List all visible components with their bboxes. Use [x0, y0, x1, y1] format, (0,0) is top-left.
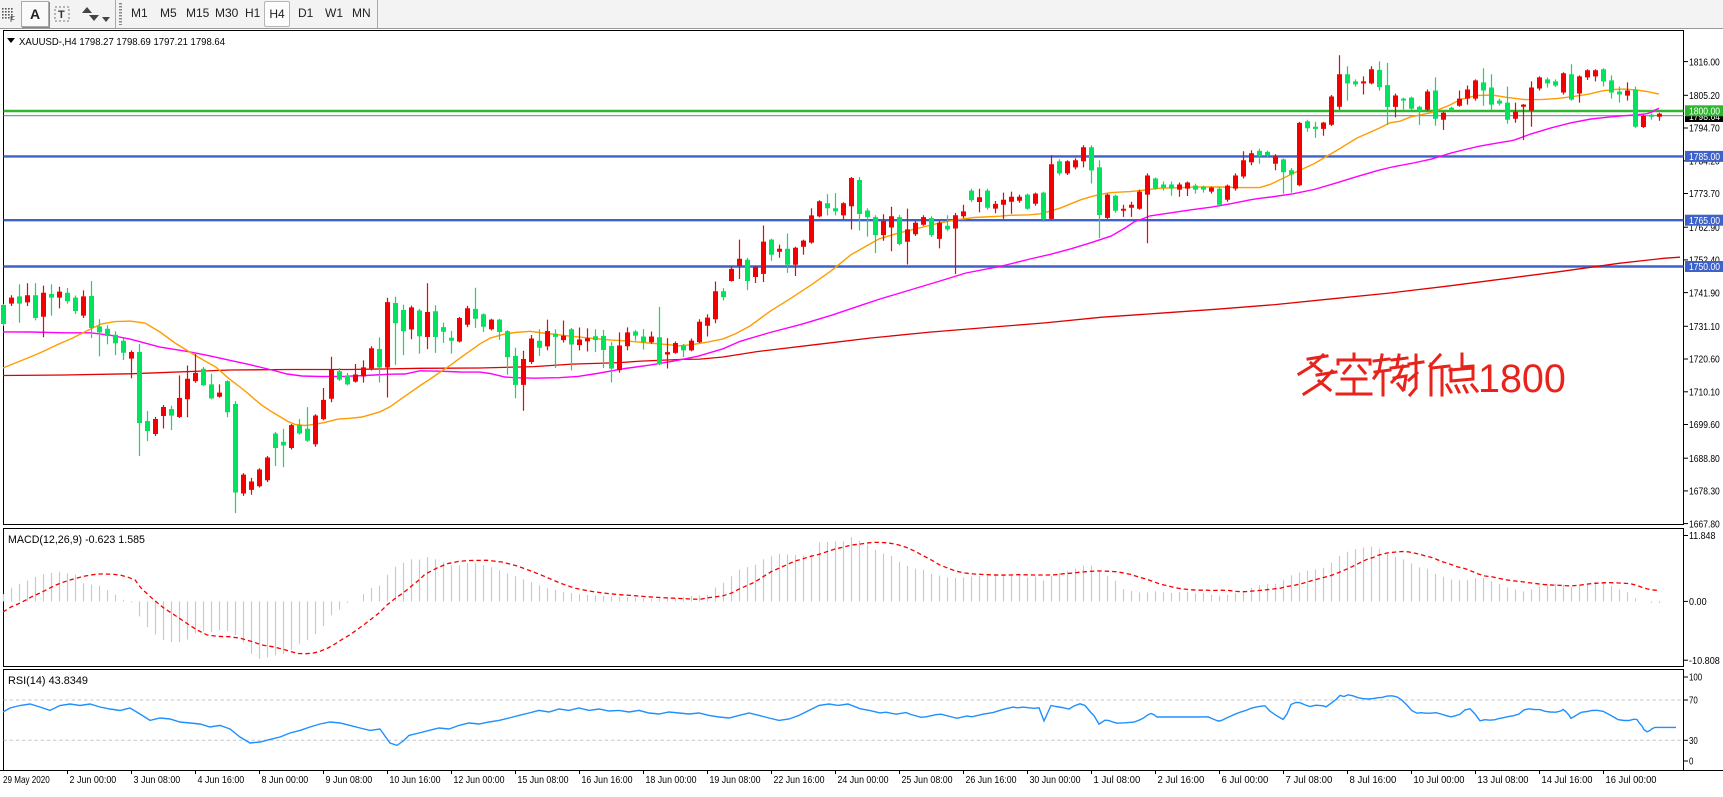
svg-text:1800.00: 1800.00	[1689, 106, 1720, 118]
svg-text:29 May 2020: 29 May 2020	[3, 774, 50, 786]
svg-text:XAUUSD-,H4 1798.27 1798.69 17: XAUUSD-,H4 1798.27 1798.69 1797.21 1798.…	[19, 36, 225, 48]
svg-text:2 Jul 16:00: 2 Jul 16:00	[1158, 774, 1205, 786]
svg-text:1720.60: 1720.60	[1689, 354, 1720, 366]
svg-text:1678.30: 1678.30	[1689, 486, 1720, 498]
svg-text:25 Jun 08:00: 25 Jun 08:00	[902, 774, 953, 786]
svg-text:1800: 1800	[1478, 357, 1566, 401]
svg-text:19 Jun 08:00: 19 Jun 08:00	[710, 774, 761, 786]
svg-text:13 Jul 08:00: 13 Jul 08:00	[1478, 774, 1529, 786]
svg-text:22 Jun 16:00: 22 Jun 16:00	[774, 774, 825, 786]
svg-text:8 Jun 00:00: 8 Jun 00:00	[262, 774, 309, 786]
svg-text:1688.80: 1688.80	[1689, 453, 1720, 465]
svg-text:30 Jun 00:00: 30 Jun 00:00	[1030, 774, 1081, 786]
svg-text:1785.00: 1785.00	[1689, 151, 1720, 163]
svg-text:14 Jul 16:00: 14 Jul 16:00	[1542, 774, 1593, 786]
svg-text:7 Jul 08:00: 7 Jul 08:00	[1286, 774, 1333, 786]
svg-text:1667.80: 1667.80	[1689, 518, 1720, 530]
svg-text:9 Jun 08:00: 9 Jun 08:00	[326, 774, 373, 786]
svg-text:12 Jun 00:00: 12 Jun 00:00	[454, 774, 505, 786]
svg-text:1750.00: 1750.00	[1689, 261, 1720, 273]
svg-text:18 Jun 00:00: 18 Jun 00:00	[646, 774, 697, 786]
svg-text:1 Jul 08:00: 1 Jul 08:00	[1094, 774, 1141, 786]
svg-text:1805.20: 1805.20	[1689, 90, 1720, 102]
svg-text:10 Jun 16:00: 10 Jun 16:00	[390, 774, 441, 786]
svg-text:T: T	[58, 9, 65, 21]
svg-text:1773.70: 1773.70	[1689, 188, 1720, 200]
svg-text:1741.90: 1741.90	[1689, 287, 1720, 299]
svg-text:F: F	[10, 15, 15, 23]
svg-text:11.848: 11.848	[1689, 530, 1716, 542]
svg-text:1710.10: 1710.10	[1689, 387, 1720, 399]
svg-text:-10.808: -10.808	[1689, 655, 1720, 667]
svg-text:0: 0	[1689, 756, 1694, 768]
svg-text:70: 70	[1689, 695, 1698, 707]
svg-text:1794.70: 1794.70	[1689, 123, 1720, 135]
svg-text:16 Jun 16:00: 16 Jun 16:00	[582, 774, 633, 786]
svg-text:16 Jul 00:00: 16 Jul 00:00	[1606, 774, 1657, 786]
svg-text:24 Jun 00:00: 24 Jun 00:00	[838, 774, 889, 786]
svg-text:8 Jul 16:00: 8 Jul 16:00	[1350, 774, 1397, 786]
svg-text:1699.60: 1699.60	[1689, 419, 1720, 431]
svg-text:6 Jul 00:00: 6 Jul 00:00	[1222, 774, 1269, 786]
svg-text:MACD(12,26,9) -0.623 1.585: MACD(12,26,9) -0.623 1.585	[8, 534, 145, 546]
svg-text:0.00: 0.00	[1689, 596, 1707, 608]
svg-text:1731.10: 1731.10	[1689, 321, 1720, 333]
svg-text:RSI(14) 43.8349: RSI(14) 43.8349	[8, 675, 88, 687]
svg-text:15 Jun 08:00: 15 Jun 08:00	[518, 774, 569, 786]
svg-text:4 Jun 16:00: 4 Jun 16:00	[198, 774, 245, 786]
svg-text:1816.00: 1816.00	[1689, 56, 1720, 68]
svg-text:100: 100	[1689, 672, 1702, 684]
svg-text:30: 30	[1689, 735, 1698, 747]
svg-text:3 Jun 08:00: 3 Jun 08:00	[134, 774, 181, 786]
svg-text:2 Jun 00:00: 2 Jun 00:00	[70, 774, 117, 786]
svg-text:10 Jul 00:00: 10 Jul 00:00	[1414, 774, 1465, 786]
svg-text:26 Jun 16:00: 26 Jun 16:00	[966, 774, 1017, 786]
svg-text:1765.00: 1765.00	[1689, 215, 1720, 227]
